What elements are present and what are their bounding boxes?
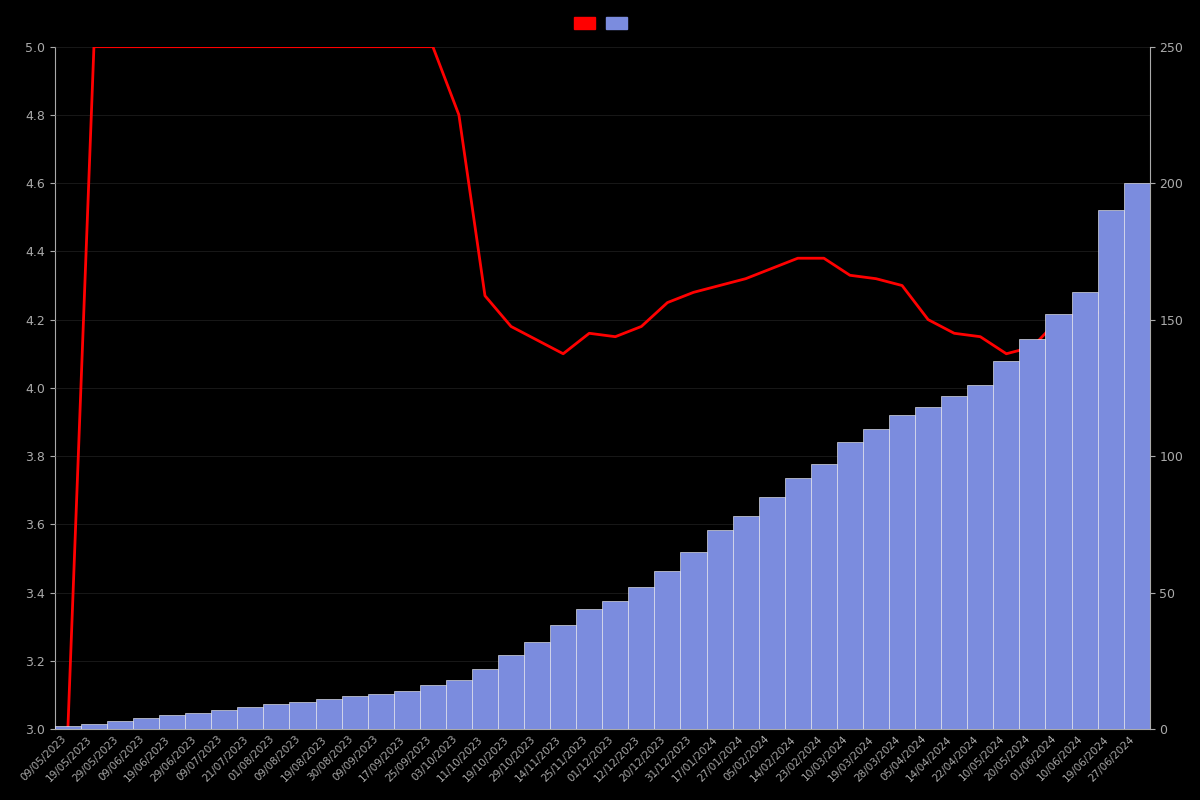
Bar [680, 552, 707, 729]
Legend: , : , [570, 13, 635, 35]
Bar [211, 710, 238, 729]
Bar [1098, 210, 1123, 729]
Bar [967, 385, 994, 729]
Bar [576, 609, 602, 729]
Bar [602, 601, 629, 729]
Bar [994, 361, 1019, 729]
Bar [758, 497, 785, 729]
Bar [1123, 183, 1150, 729]
Bar [394, 691, 420, 729]
Bar [263, 705, 289, 729]
Bar [80, 724, 107, 729]
Bar [916, 407, 941, 729]
Bar [185, 713, 211, 729]
Bar [133, 718, 160, 729]
Bar [446, 680, 472, 729]
Bar [1072, 292, 1098, 729]
Bar [550, 626, 576, 729]
Bar [238, 707, 263, 729]
Bar [367, 694, 394, 729]
Bar [160, 715, 185, 729]
Bar [785, 478, 811, 729]
Bar [342, 696, 367, 729]
Bar [863, 429, 889, 729]
Bar [836, 442, 863, 729]
Bar [472, 669, 498, 729]
Bar [889, 415, 916, 729]
Bar [707, 530, 733, 729]
Bar [654, 570, 680, 729]
Bar [1019, 338, 1045, 729]
Bar [316, 699, 342, 729]
Bar [1045, 314, 1072, 729]
Bar [629, 587, 654, 729]
Bar [733, 516, 758, 729]
Bar [55, 726, 80, 729]
Bar [107, 721, 133, 729]
Bar [420, 686, 446, 729]
Bar [524, 642, 550, 729]
Bar [941, 396, 967, 729]
Bar [811, 464, 836, 729]
Bar [289, 702, 316, 729]
Bar [498, 655, 524, 729]
